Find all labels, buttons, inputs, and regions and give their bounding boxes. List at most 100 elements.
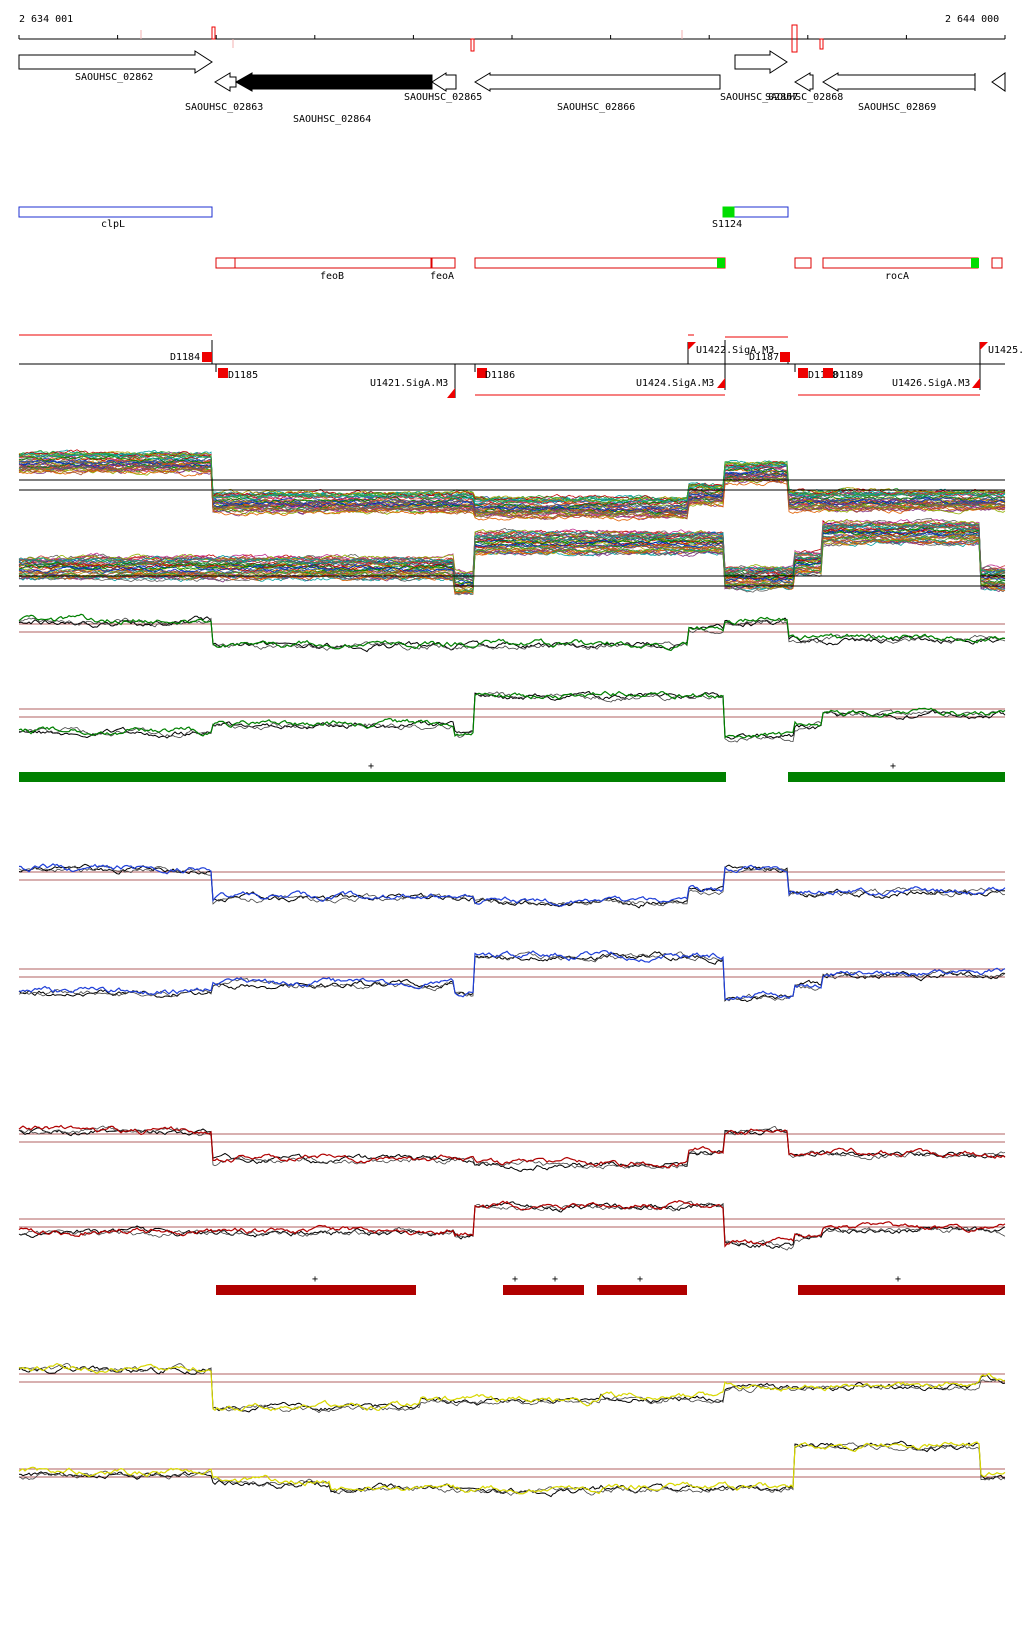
plus-series-line [18, 461, 1006, 514]
segment-label-u1421[interactable]: U1421.SigA.M3 [370, 378, 448, 389]
red-minus-reference-line [18, 1201, 1006, 1249]
red-region-bar[interactable] [798, 1285, 1005, 1295]
unnamed-red-box[interactable] [474, 257, 726, 269]
plus-series-line [18, 453, 1006, 505]
green-minus-replicate-line [18, 691, 1006, 743]
minus-series-line [18, 526, 1005, 585]
segment-label-d1187[interactable]: D1187 [749, 352, 779, 363]
minus-series-line [18, 520, 1006, 581]
minus-series-line [18, 518, 1006, 574]
gene-saouhsc-02867[interactable]: SAOUHSC_02867 [720, 50, 798, 103]
gene-saouhsc-02862[interactable]: SAOUHSC_02862 [18, 50, 213, 83]
gene-label: SAOUHSC_02869 [858, 102, 936, 113]
red-region-bar[interactable] [597, 1285, 687, 1295]
yellow-plus-reference-line [18, 1365, 1006, 1413]
plus-series-line [18, 466, 1006, 520]
yellow-minus-reference-line [18, 1440, 1006, 1498]
annotation-label: feoB [320, 271, 344, 282]
gene-saouhsc-02868[interactable]: SAOUHSC_02868 [765, 72, 843, 103]
gene-saouhsc-02864[interactable]: SAOUHSC_02864 [234, 72, 433, 125]
region-marker: + [890, 761, 896, 772]
green-region-bar[interactable] [788, 772, 1005, 782]
annotation-label: S1124 [712, 219, 742, 230]
segment-label-u1422[interactable]: U1422.SigA.M3 [696, 345, 774, 356]
red-annotation-track: feoB feoA rocA [215, 257, 1003, 282]
green-plus-replicate-line [18, 617, 1006, 651]
plus-series-line [18, 466, 1006, 521]
red-region-bar[interactable] [216, 1285, 416, 1295]
plus-series-line [18, 455, 1006, 510]
blue-plus-reference-line [18, 863, 1006, 909]
segment-label-d1184[interactable]: D1184 [170, 352, 200, 363]
rocA-box[interactable] [822, 257, 979, 269]
region-marker: + [368, 761, 374, 772]
gene-track: SAOUHSC_02862 SAOUHSC_02863 SAOUHSC_0286… [18, 50, 1006, 125]
minus-series-line [18, 536, 1006, 593]
region-marker: + [895, 1274, 901, 1285]
blue-plus-replicate-line [18, 865, 1006, 907]
paired-signal-tracks [18, 613, 1006, 1498]
gene-label: SAOUHSC_02863 [185, 102, 263, 113]
red-plus-replicate-line [18, 1125, 1006, 1170]
minus-series-line [18, 533, 1005, 593]
region-marker: + [637, 1274, 643, 1285]
blue-plus-signal-line [18, 863, 1006, 907]
red-minus-signal-line [18, 1200, 1006, 1248]
segment-label-d1185[interactable]: D1185 [228, 370, 258, 381]
plus-series-line [18, 464, 1006, 517]
yellow-minus-signal-line [18, 1441, 1006, 1495]
clpL-box[interactable] [18, 206, 213, 218]
segment-label-d1189[interactable]: D1189 [833, 370, 863, 381]
green-minus-reference-line [19, 690, 1006, 740]
segment-label-u1426[interactable]: U1426.SigA.M3 [892, 378, 970, 389]
gene-label: SAOUHSC_02865 [404, 92, 482, 103]
plus-series-line [18, 456, 1006, 511]
multi-sample-track-plus [18, 449, 1006, 522]
segment-label-d1186[interactable]: D1186 [485, 370, 515, 381]
minus-series-line [18, 529, 1006, 588]
minus-series-line [18, 537, 1006, 595]
annotation-label: clpL [101, 219, 125, 230]
minus-series-line [18, 531, 1006, 587]
yellow-plus-replicate-line [18, 1362, 1006, 1414]
red-minus-replicate-line [18, 1200, 1006, 1251]
gene-saouhsc-02869[interactable]: SAOUHSC_02869 [822, 72, 976, 113]
gene-label: SAOUHSC_02862 [75, 72, 153, 83]
ruler-start-label: 2 634 001 [19, 14, 73, 25]
green-region-bars: + + [19, 761, 1005, 782]
plus-series-line [18, 465, 1006, 518]
plus-series-line [18, 451, 1006, 503]
segment-label-u1425[interactable]: U1425.SigA.M3 [988, 345, 1024, 356]
multi-sample-track-minus [18, 517, 1006, 596]
red-plus-reference-line [18, 1127, 1006, 1172]
feoB-box[interactable] [215, 257, 432, 269]
green-region-bar[interactable] [19, 772, 726, 782]
annotation-label: rocA [885, 271, 909, 282]
region-marker: + [312, 1274, 318, 1285]
annotation-label: feoA [430, 271, 454, 282]
segment-label-u1424[interactable]: U1424.SigA.M3 [636, 378, 714, 389]
region-marker: + [552, 1274, 558, 1285]
region-marker: + [512, 1274, 518, 1285]
gene-label: SAOUHSC_02866 [557, 102, 635, 113]
green-plus-reference-line [18, 615, 1006, 653]
minus-series-line [18, 534, 1006, 594]
red-plus-signal-line [18, 1124, 1006, 1169]
blue-minus-signal-line [18, 949, 1006, 1001]
ruler-end-label: 2 644 000 [945, 14, 999, 25]
gene-saouhsc-02865[interactable]: SAOUHSC_02865 [404, 72, 482, 103]
yellow-plus-signal-line [18, 1362, 1006, 1412]
gene-label: SAOUHSC_02867 [720, 92, 798, 103]
gene-saouhsc-02866[interactable]: SAOUHSC_02866 [474, 72, 721, 113]
minus-series-line [18, 517, 1006, 575]
ruler: 2 634 001 2 644 000 [18, 14, 1006, 53]
feoA-box[interactable] [431, 257, 456, 269]
blue-annotation-track: clpL S1124 [18, 206, 789, 230]
gene-label: SAOUHSC_02868 [765, 92, 843, 103]
yellow-minus-replicate-line [18, 1442, 1006, 1496]
gene-label: SAOUHSC_02864 [293, 114, 371, 125]
red-region-bar[interactable] [503, 1285, 584, 1295]
blue-minus-replicate-line [18, 951, 1006, 1002]
green-plus-signal-line [18, 613, 1006, 652]
